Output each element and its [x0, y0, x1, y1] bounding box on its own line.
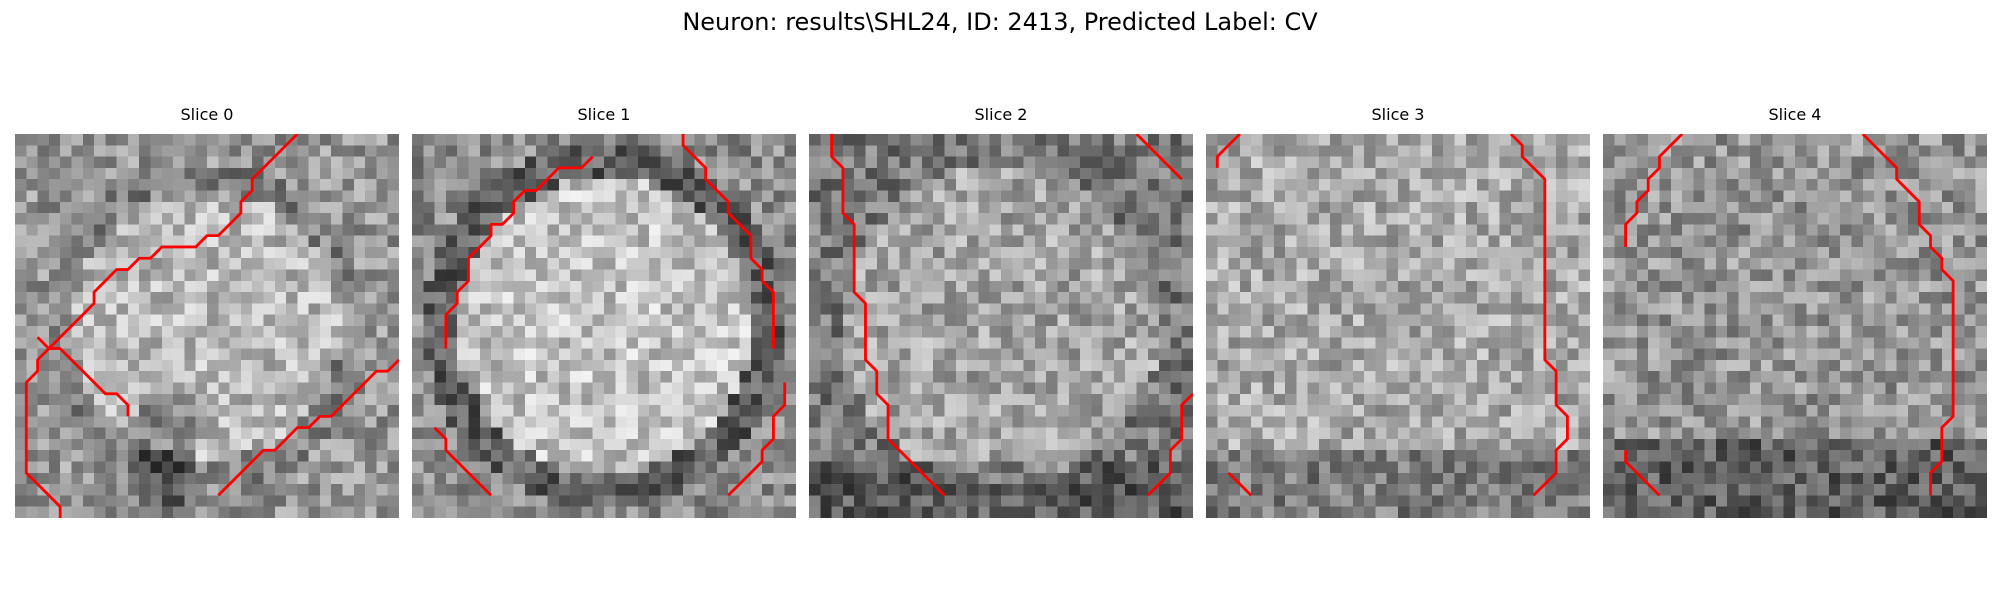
pixel-layer — [1603, 134, 1987, 518]
contour-line — [1135, 134, 1183, 181]
slice-image — [412, 134, 796, 518]
contour-line — [727, 382, 787, 497]
contour-line — [681, 134, 775, 349]
slice-panel-1: Slice 1 — [412, 104, 796, 524]
contour-line — [433, 426, 493, 497]
contour-line — [1861, 134, 1955, 496]
slice-title: Slice 4 — [1768, 105, 1822, 124]
slice-title: Slice 1 — [577, 105, 631, 124]
slice-image — [15, 134, 399, 518]
contour-line — [830, 134, 946, 497]
contour-line — [1509, 134, 1569, 497]
slice-image — [1603, 134, 1987, 518]
contour-line — [24, 134, 299, 518]
contour-line — [1215, 134, 1241, 168]
slice-panel-2: Slice 2 — [809, 104, 1193, 524]
slice-image — [1206, 134, 1590, 518]
pixel-layer — [1206, 134, 1590, 518]
contour-line — [444, 155, 594, 349]
slice-panel-0: Slice 0 — [15, 104, 399, 524]
contour-line — [1227, 471, 1253, 497]
contour-line — [1624, 134, 1684, 247]
pixel-layer — [15, 134, 399, 518]
slice-title: Slice 0 — [180, 105, 234, 124]
contour-line — [217, 358, 399, 497]
contour-line — [36, 336, 130, 417]
slice-panel-4: Slice 4 — [1603, 104, 1987, 524]
pixel-layer — [412, 134, 796, 518]
figure-title: Neuron: results\SHL24, ID: 2413, Predict… — [682, 8, 1318, 36]
slice-title: Slice 3 — [1371, 105, 1425, 124]
slice-image — [809, 134, 1193, 518]
slice-title: Slice 2 — [974, 105, 1028, 124]
contour-line — [1624, 450, 1661, 497]
pixel-layer — [809, 134, 1193, 518]
slice-panel-3: Slice 3 — [1206, 104, 1590, 524]
contour-line — [1146, 392, 1193, 497]
